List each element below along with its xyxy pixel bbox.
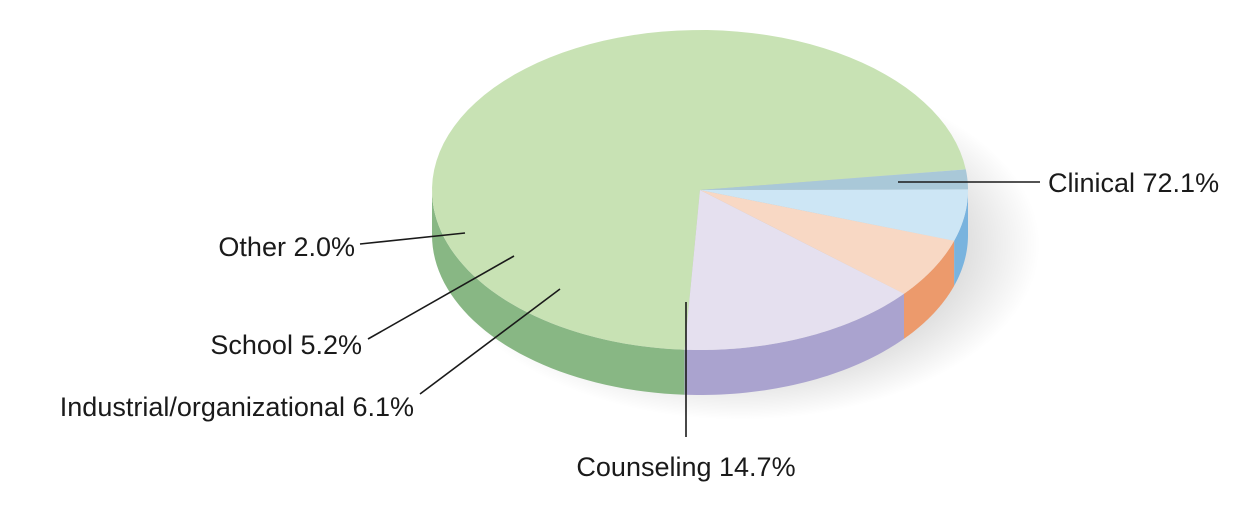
slice-label-industrial-organizational: Industrial/organizational 6.1% bbox=[60, 392, 414, 422]
pie-tops bbox=[432, 30, 968, 350]
leader-line-school bbox=[367, 255, 515, 340]
pie-sides bbox=[432, 190, 968, 395]
pie-slice-counseling bbox=[684, 190, 904, 350]
pie-labels: Clinical 72.1% Counseling 14.7% Industrial… bbox=[60, 168, 1219, 482]
slice-label-other: Other 2.0% bbox=[218, 232, 355, 262]
leader-line-other bbox=[359, 232, 466, 245]
pie-slice-clinical bbox=[432, 30, 966, 350]
pie-side-school bbox=[954, 190, 968, 286]
pie-slice-industrial-organizational bbox=[700, 190, 955, 294]
pie-slice-other bbox=[700, 169, 968, 190]
slice-label-counseling: Counseling 14.7% bbox=[576, 452, 795, 482]
slice-label-school: School 5.2% bbox=[210, 330, 362, 360]
slice-label-clinical: Clinical 72.1% bbox=[1048, 168, 1219, 198]
pie-slice-school bbox=[700, 189, 968, 241]
pie-side-industrial-organizational bbox=[904, 240, 955, 339]
pie-side-counseling bbox=[684, 293, 904, 395]
pie-side-clinical bbox=[432, 190, 685, 395]
leader-line-industrial-organizational bbox=[419, 288, 561, 395]
